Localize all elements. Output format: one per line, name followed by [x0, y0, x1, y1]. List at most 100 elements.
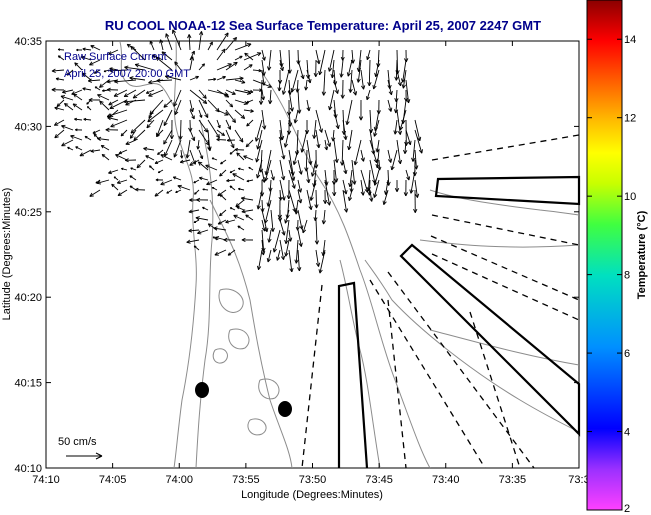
current-vector — [313, 59, 318, 77]
current-vector — [243, 109, 254, 113]
current-vector — [216, 75, 226, 81]
current-vector — [92, 129, 101, 134]
current-vector — [310, 159, 317, 177]
y-axis-label: Latitude (Degrees:Minutes) — [1, 188, 13, 321]
x-tick-label: 74:10 — [32, 474, 60, 486]
current-vector — [255, 139, 263, 163]
current-vector — [300, 129, 308, 153]
current-vector — [243, 155, 254, 161]
current-vector — [312, 119, 317, 139]
current-vector — [189, 75, 199, 81]
current-vector — [225, 76, 244, 81]
current-vector — [233, 214, 245, 221]
current-vector — [99, 100, 110, 111]
current-vector — [241, 209, 254, 214]
current-vector — [225, 36, 237, 51]
current-vector — [225, 219, 236, 224]
current-vector — [225, 61, 238, 71]
current-vector — [82, 87, 92, 91]
current-vector — [174, 61, 182, 71]
current-vector — [229, 185, 236, 191]
y-tick-label: 40:35 — [14, 36, 42, 48]
current-vector — [100, 145, 110, 151]
current-vector — [166, 189, 173, 194]
current-vector — [373, 169, 380, 186]
current-vector — [194, 189, 200, 195]
current-vector — [106, 87, 119, 92]
current-vector — [306, 69, 312, 84]
current-vector — [252, 68, 262, 73]
current-vector — [279, 159, 286, 181]
current-vector — [292, 149, 299, 166]
current-vector — [55, 77, 65, 81]
current-vector — [123, 99, 146, 104]
current-vector — [220, 159, 227, 165]
current-vector — [333, 159, 339, 183]
current-vector — [129, 175, 137, 181]
current-vector — [279, 239, 286, 260]
current-vector — [315, 49, 321, 65]
depth-contours — [119, 41, 580, 469]
current-vector — [129, 76, 146, 81]
current-vector — [318, 249, 326, 274]
current-vector — [234, 55, 243, 61]
current-vector — [396, 69, 402, 87]
current-vector — [202, 206, 209, 211]
current-vector — [120, 129, 128, 137]
contour-20m — [209, 199, 293, 469]
contour-small-3 — [258, 378, 280, 400]
contour-small-1 — [218, 288, 244, 313]
current-vector — [243, 64, 253, 71]
current-vector — [73, 93, 83, 101]
legend-line-1: Raw Surface Current — [64, 51, 167, 63]
current-vector — [387, 99, 393, 112]
current-vector — [196, 197, 209, 203]
current-vector — [332, 179, 337, 197]
current-vector — [132, 89, 146, 99]
current-vector — [278, 129, 283, 141]
current-vector — [88, 97, 101, 103]
current-vector — [196, 139, 200, 150]
current-vector — [396, 109, 403, 135]
current-vector — [268, 89, 273, 105]
current-vector — [64, 103, 74, 111]
current-vector — [82, 47, 92, 51]
current-vector — [288, 249, 294, 273]
current-vector — [297, 249, 302, 272]
current-vector — [66, 69, 74, 76]
current-vector — [216, 119, 221, 129]
current-vector — [229, 149, 236, 155]
current-vector — [225, 109, 236, 123]
current-vector — [356, 59, 362, 83]
current-vector — [405, 129, 412, 146]
current-vector — [411, 139, 416, 162]
current-vector — [103, 69, 110, 73]
current-vector — [248, 166, 254, 171]
current-vector — [149, 165, 155, 171]
current-vector — [399, 109, 407, 131]
current-vector — [246, 119, 254, 127]
current-vector — [53, 119, 65, 126]
current-vector — [234, 99, 249, 105]
current-vector — [180, 149, 184, 159]
current-vector — [198, 149, 204, 160]
current-vector — [243, 52, 262, 61]
current-vector — [207, 139, 212, 152]
y-axis-ticks: 40:35 40:30 40:25 40:20 40:15 40:10 — [14, 36, 579, 475]
plot-area — [45, 40, 580, 469]
current-vector — [160, 154, 173, 161]
current-vector — [74, 117, 83, 121]
current-vector — [234, 43, 252, 51]
x-tick-label: 74:05 — [99, 474, 127, 486]
current-vector — [244, 52, 254, 61]
current-vector — [306, 139, 313, 166]
current-vector — [198, 31, 204, 51]
current-vector — [113, 176, 119, 181]
current-vector — [306, 99, 311, 112]
current-vector — [323, 189, 328, 204]
current-vector — [321, 69, 326, 96]
current-vector — [189, 56, 195, 71]
coastline-ny — [119, 41, 177, 111]
scale-label: 50 cm/s — [58, 436, 97, 448]
current-vector — [227, 249, 236, 256]
